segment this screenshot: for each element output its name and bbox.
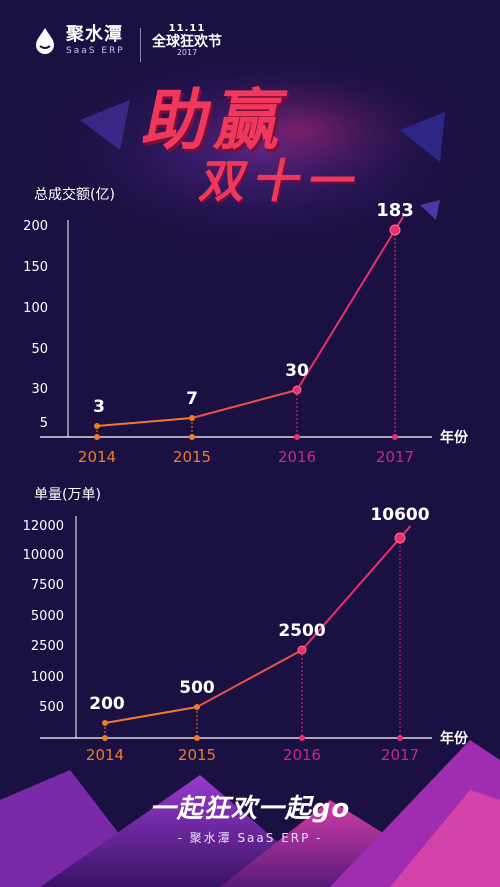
revenue-base-dot-2014 (94, 434, 100, 440)
revenue-line-segment-2 (296, 229, 396, 391)
orders-base-dot-2015 (194, 735, 200, 741)
orders-point-2014 (102, 720, 108, 726)
revenue-line-segment-1 (191, 389, 298, 419)
orders-line-segment-0 (104, 706, 198, 724)
revenue-data-label-2014: 3 (93, 397, 105, 417)
revenue-data-label-2017: 183 (376, 200, 414, 221)
orders-xtick-2017: 2017 (381, 746, 419, 764)
revenue-ytick-5: 5 (40, 416, 48, 431)
revenue-ytick-200: 200 (23, 219, 48, 234)
brand-name: 聚水潭 (66, 24, 123, 45)
revenue-point-2015 (189, 415, 195, 421)
revenue-chart: 总成交额(亿) 年份 5 30 50 100 150 200 3 2014 7 2015 30 2016… (0, 180, 500, 480)
revenue-point-2017 (389, 224, 401, 236)
headline-main: 助赢 (136, 82, 298, 159)
festival-badge: 11.11 全球狂欢节 2017 (152, 23, 222, 58)
orders-chart: 单量(万单) 年份 500 1000 2500 5000 7500 10000 12000 20… (0, 480, 500, 780)
brand-sub: SaaS ERP (66, 46, 125, 56)
bottom-mountains (0, 740, 500, 887)
revenue-data-label-2015: 7 (186, 389, 198, 409)
revenue-data-label-2016: 30 (285, 361, 309, 381)
orders-xtick-2014: 2014 (86, 746, 124, 764)
festival-badge-number: 11.11 (168, 23, 206, 34)
orders-xtick-2016: 2016 (283, 746, 321, 764)
orders-base-dot-2014 (102, 735, 108, 741)
orders-xlabel: 年份 (440, 730, 469, 747)
revenue-xtick-2015: 2015 (173, 448, 211, 466)
revenue-point-2016 (292, 385, 302, 395)
brand: 聚水潭 SaaS ERP (30, 26, 125, 56)
orders-chart-ylabel: 单量(万单) (34, 487, 101, 503)
orders-data-label-2014: 200 (89, 694, 125, 714)
revenue-base-dot-2017 (392, 434, 398, 440)
revenue-point-2014 (94, 423, 100, 429)
revenue-xlabel: 年份 (440, 429, 469, 446)
orders-data-label-2017: 10600 (370, 505, 429, 525)
orders-line-segment-1 (196, 649, 303, 708)
revenue-chart-ylabel: 总成交额(亿) (34, 187, 115, 203)
orders-point-2016 (297, 645, 307, 655)
footer-slogan: 一起狂欢一起go (149, 794, 351, 824)
festival-year: 2017 (176, 48, 198, 58)
orders-point-2017 (394, 532, 406, 544)
revenue-ytick-50: 50 (31, 342, 48, 357)
festival-name: 全球狂欢节 (152, 33, 222, 50)
revenue-base-dot-2016 (294, 434, 300, 440)
revenue-xtick-2017: 2017 (376, 448, 414, 466)
orders-ytick-12000: 12000 (23, 519, 64, 534)
orders-ytick-5000: 5000 (31, 609, 64, 624)
orders-line-segment-2 (301, 537, 401, 651)
orders-data-label-2016: 2500 (278, 621, 325, 641)
orders-data-label-2015: 500 (179, 678, 215, 698)
revenue-ytick-150: 150 (23, 260, 48, 275)
orders-ytick-7500: 7500 (31, 578, 64, 593)
revenue-chart-svg: 年份 5 30 50 100 150 200 3 2014 7 2015 30 2016 183 2017 (23, 200, 469, 466)
orders-chart-svg: 年份 500 1000 2500 5000 7500 10000 12000 200 2014 50… (23, 505, 469, 764)
water-drop-logo-icon (36, 28, 54, 54)
footer-tagline: - 聚水潭 SaaS ERP - (177, 831, 323, 845)
revenue-ytick-100: 100 (23, 301, 48, 316)
revenue-xtick-2014: 2014 (78, 448, 116, 466)
orders-ytick-2500: 2500 (31, 639, 64, 654)
footer: 一起狂欢一起go - 聚水潭 SaaS ERP - (0, 788, 500, 846)
brand-divider (140, 28, 141, 62)
orders-ytick-500: 500 (39, 700, 64, 715)
orders-ytick-1000: 1000 (31, 670, 64, 685)
orders-base-dot-2016 (299, 735, 305, 741)
revenue-base-dot-2015 (189, 434, 195, 440)
orders-ytick-10000: 10000 (23, 548, 64, 563)
orders-point-2015 (194, 704, 200, 710)
orders-xtick-2015: 2015 (178, 746, 216, 764)
revenue-ytick-30: 30 (31, 382, 48, 397)
orders-base-dot-2017 (397, 735, 403, 741)
revenue-xtick-2016: 2016 (278, 448, 316, 466)
revenue-line-segment-0 (96, 417, 193, 427)
